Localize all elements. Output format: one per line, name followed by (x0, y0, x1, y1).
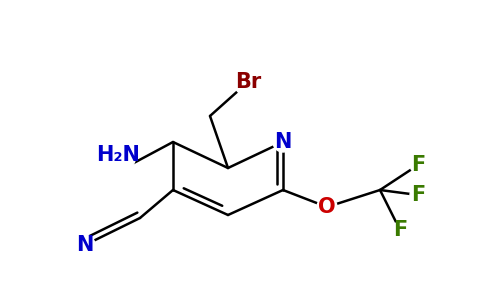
Text: N: N (76, 235, 94, 255)
Circle shape (75, 235, 95, 255)
Text: O: O (318, 197, 336, 217)
Circle shape (234, 68, 262, 96)
Circle shape (100, 137, 136, 173)
Text: H₂N: H₂N (96, 145, 140, 165)
Circle shape (273, 132, 293, 152)
Circle shape (410, 187, 426, 203)
Text: F: F (411, 155, 425, 175)
Text: Br: Br (235, 72, 261, 92)
Circle shape (410, 157, 426, 173)
Circle shape (317, 197, 337, 217)
Circle shape (392, 222, 408, 238)
Text: F: F (411, 185, 425, 205)
Text: N: N (274, 132, 292, 152)
Text: F: F (393, 220, 407, 240)
